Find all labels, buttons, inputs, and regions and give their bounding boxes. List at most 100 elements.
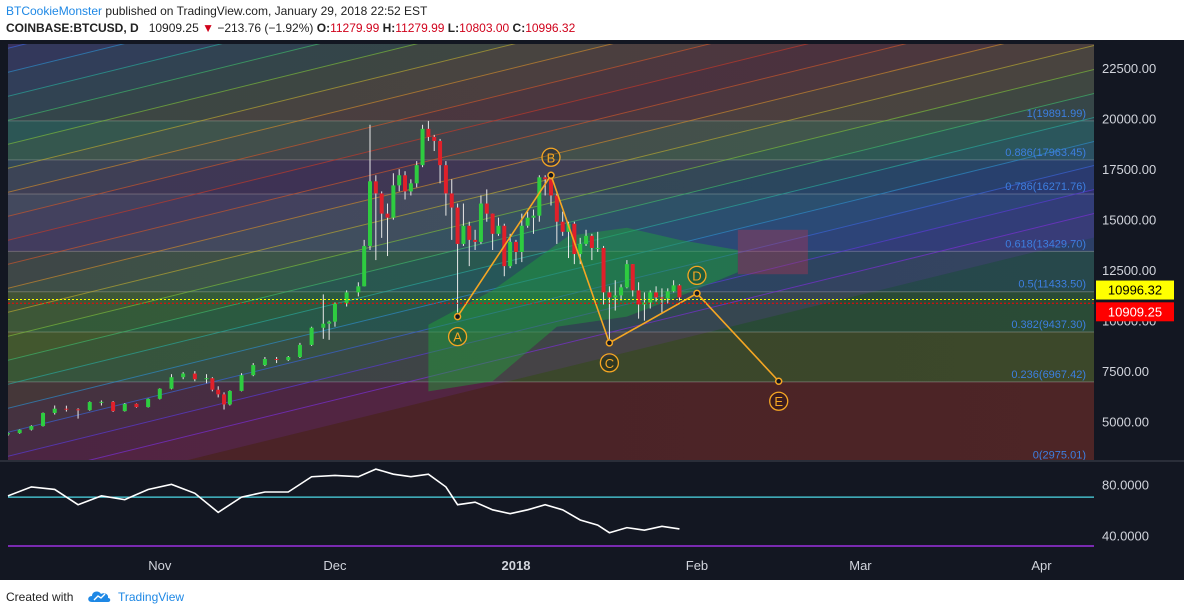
candle-body [659,297,664,299]
time-tick-label: Dec [323,558,347,573]
candle-body [560,221,565,232]
candle-body [227,390,232,405]
candle-body [484,203,489,214]
fib-retracement[interactable] [8,44,1094,463]
open-value: 11279.99 [330,21,380,35]
candle-body [17,429,22,434]
fib-labels: 1(19891.99) 0.886(17963.45) 0.786(16271.76… [1005,108,1086,462]
candle-body [432,136,437,141]
fan-channel [8,165,1094,457]
candle-body [408,183,413,192]
author-link[interactable]: BTCookieMonster [6,4,103,18]
candle-body [665,291,670,299]
pattern-point [605,339,614,347]
candle-body [332,303,337,322]
candle-body [362,245,367,287]
price-tags: 10996.32 10909.25 [8,280,1174,322]
symbol-line: COINBASE:BTCUSD, D 10909.25 ▼ −213.76 (−… [6,21,575,35]
chart-area[interactable]: A B C D E 1(19891.99) 0.886(17963.45) 0.786(16… [0,40,1184,580]
fib-level-label: 1(19891.99) [1027,108,1086,120]
fan-line [8,164,1094,433]
price-tick-label: 15000.00 [1102,213,1156,228]
candle-body [379,193,384,214]
candle-body [525,217,530,226]
candle-body [443,165,448,194]
fan-line [8,44,712,217]
price-axis[interactable] [1094,44,1184,460]
price-tag-box [1096,302,1174,322]
candle-body [87,402,92,411]
candle-body [251,365,256,376]
pattern-point [547,171,555,180]
created-with-text: Created with [6,590,74,604]
candle-body [157,388,162,399]
candle-body [549,179,553,196]
time-axis-labels: Nov Dec 2018 Feb Mar Apr [148,558,1052,573]
candle-body [490,213,495,234]
last-price: 10909.25 [148,21,199,35]
fan-line [8,44,614,193]
fib-level-label: 0.618(13429.70) [1005,238,1086,250]
fan-line [8,44,516,169]
fan-line [8,44,1005,289]
candle-body [297,344,302,358]
candle-body [438,140,443,166]
candle-body [584,235,589,244]
candle-body [403,175,408,192]
pattern-point [693,289,701,298]
candle-body [467,225,472,240]
candle-body [391,185,396,218]
candle-body [52,408,57,413]
close-value: 10996.32 [525,21,576,35]
price-tick-label: 20000.00 [1102,112,1156,127]
candle-body [531,215,536,218]
candle-body [204,378,209,380]
pattern-label: E [774,394,783,409]
high-value: 11279.99 [395,21,445,35]
pattern-label-circle [541,147,561,167]
rsi-axis-labels: 80.0000 40.0000 [1102,477,1149,543]
candle-body [537,177,542,216]
candle-body [29,426,34,430]
price-tick-label: 22500.00 [1102,61,1156,76]
candle-body [607,292,612,298]
symbol: COINBASE:BTCUSD, D [6,21,139,35]
tradingview-brand[interactable]: TradingView [118,590,185,604]
time-axis[interactable] [0,550,1184,580]
fib-band [8,120,1094,160]
price-tick-label: 12500.00 [1102,263,1156,278]
candle-body [327,321,332,324]
candle-body [543,177,548,180]
candle-body [262,359,267,366]
price-tag-label: 10996.32 [1108,283,1162,298]
time-tick-label: Feb [686,558,708,573]
fan-line [8,188,1094,457]
pitchfan-channels[interactable] [0,40,1100,516]
candle-body [309,327,314,345]
open-label: O: [316,21,331,35]
pattern-label-circle [769,391,789,411]
candle-body [222,394,227,405]
fan-channel [8,93,1094,385]
pattern-point [774,377,783,385]
candle-body [41,412,46,427]
time-tick-label: Apr [1031,558,1052,573]
candle-body [192,373,197,380]
price-tag-label: 10909.25 [1108,304,1162,319]
time-tick-label: 2018 [502,558,531,573]
candle-body [122,403,127,412]
tradingview-cloud-icon [88,591,111,602]
fib-band [8,332,1094,382]
fan-line [88,212,1094,460]
candle-body [344,292,349,304]
candle-body [169,377,174,389]
candle-body [648,292,653,303]
low-value: 10803.00 [459,21,510,35]
abcde-pattern[interactable]: A B C D E [447,147,789,411]
candle-body [461,225,466,244]
fan-line [8,44,321,121]
candle-body [99,401,104,403]
candle-body [426,128,431,137]
fan-line [8,44,1094,313]
candle-body [414,165,419,184]
